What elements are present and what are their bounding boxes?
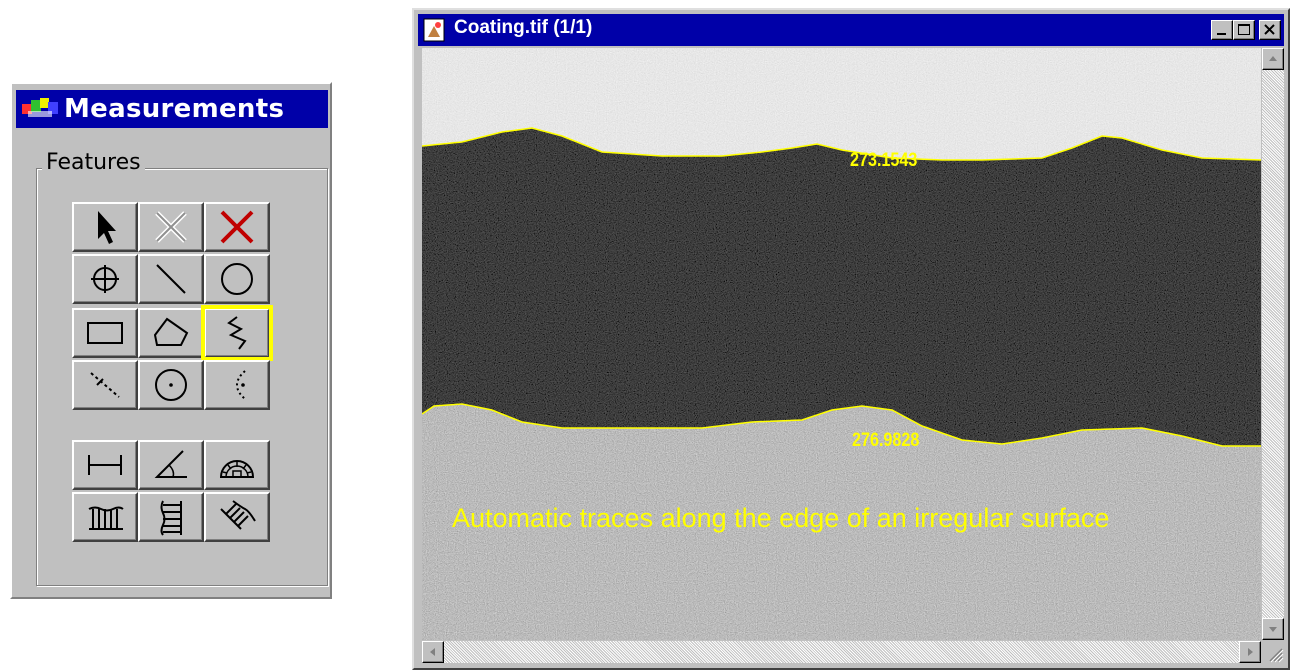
scroll-right-button[interactable] — [1239, 641, 1261, 663]
rectangle-icon — [87, 322, 123, 344]
select-tool-button[interactable] — [72, 202, 138, 252]
horizontal-scrollbar[interactable] — [422, 641, 1261, 663]
resize-grip-icon — [1269, 648, 1284, 663]
polygon-tool-button[interactable] — [138, 308, 204, 358]
delete-all-button[interactable] — [204, 202, 270, 252]
vertical-thickness-tool-button[interactable] — [138, 492, 204, 542]
features-group — [36, 168, 328, 586]
horizontal-thickness-icon — [88, 506, 124, 530]
protractor-tool-button[interactable] — [204, 440, 270, 490]
vertical-thickness-icon — [160, 500, 182, 536]
arrow-right-icon — [1248, 648, 1253, 656]
measurements-palette: Measurements Features — [10, 82, 332, 599]
dotted-arc-tool-button[interactable] — [204, 360, 270, 410]
image-window: Coating.tif (1/1) — [412, 8, 1290, 670]
protractor-icon — [219, 460, 255, 478]
dotted-circle-tool-button[interactable] — [138, 360, 204, 410]
angle-tool-button[interactable] — [138, 440, 204, 490]
scroll-down-button[interactable] — [1262, 618, 1284, 640]
bottom-thickness-measurement: 276.9828 — [852, 430, 920, 451]
rectangle-tool-button[interactable] — [72, 308, 138, 358]
dashed-line-tool-button[interactable] — [72, 360, 138, 410]
scroll-up-button[interactable] — [1262, 48, 1284, 70]
arrow-up-icon — [1269, 56, 1277, 61]
vertical-scrollbar[interactable] — [1262, 48, 1284, 640]
bottom-edge-trace — [422, 403, 1261, 447]
dotted-arc-icon — [236, 370, 246, 400]
window-title-bar[interactable]: Coating.tif (1/1) — [418, 14, 1284, 46]
image-canvas[interactable]: 273.1543 276.9828 Automatic traces along… — [422, 48, 1261, 640]
circle-tool-button[interactable] — [204, 254, 270, 304]
delete-feature-button[interactable] — [138, 202, 204, 252]
measurements-logo-icon — [22, 98, 58, 117]
polygon-icon — [153, 317, 189, 346]
palette-title-bar[interactable]: Measurements — [16, 90, 328, 128]
image-caption: Automatic traces along the edge of an ir… — [452, 503, 1110, 533]
dotted-circle-icon — [155, 369, 187, 401]
close-button[interactable] — [1259, 20, 1281, 40]
diagonal-thickness-tool-button[interactable] — [204, 492, 270, 542]
caliper-distance-icon — [88, 455, 122, 475]
dashed-line-icon — [90, 372, 120, 398]
scroll-left-button[interactable] — [422, 641, 444, 663]
delete-all-icon — [220, 210, 254, 244]
distance-tool-button[interactable] — [72, 440, 138, 490]
maximize-button[interactable] — [1233, 20, 1255, 40]
point-tool-button[interactable] — [72, 254, 138, 304]
diagonal-thickness-icon — [220, 500, 256, 530]
features-group-label: Features — [42, 150, 145, 175]
delete-feature-icon — [155, 211, 187, 243]
image-document-icon — [423, 18, 445, 42]
minimize-icon — [1217, 33, 1226, 35]
trace-line-icon — [227, 316, 247, 350]
trace-tool-button[interactable] — [201, 305, 273, 361]
minimize-button[interactable] — [1211, 20, 1233, 40]
close-icon — [1264, 24, 1275, 35]
top-edge-trace — [422, 127, 1261, 161]
coating-cross-section-image — [422, 48, 1261, 640]
window-title: Coating.tif (1/1) — [454, 17, 593, 38]
point-crosshair-icon — [91, 265, 119, 293]
line-tool-button[interactable] — [138, 254, 204, 304]
line-icon — [156, 264, 186, 294]
arrow-down-icon — [1269, 627, 1277, 632]
circle-icon — [221, 263, 253, 295]
maximize-icon — [1238, 24, 1250, 35]
arrow-left-icon — [430, 648, 435, 656]
top-thickness-measurement: 273.1543 — [850, 150, 918, 171]
angle-icon — [154, 450, 187, 478]
horizontal-thickness-tool-button[interactable] — [72, 492, 138, 542]
resize-grip[interactable] — [1262, 641, 1284, 663]
palette-title: Measurements — [64, 94, 285, 124]
select-arrow-icon — [98, 211, 116, 244]
